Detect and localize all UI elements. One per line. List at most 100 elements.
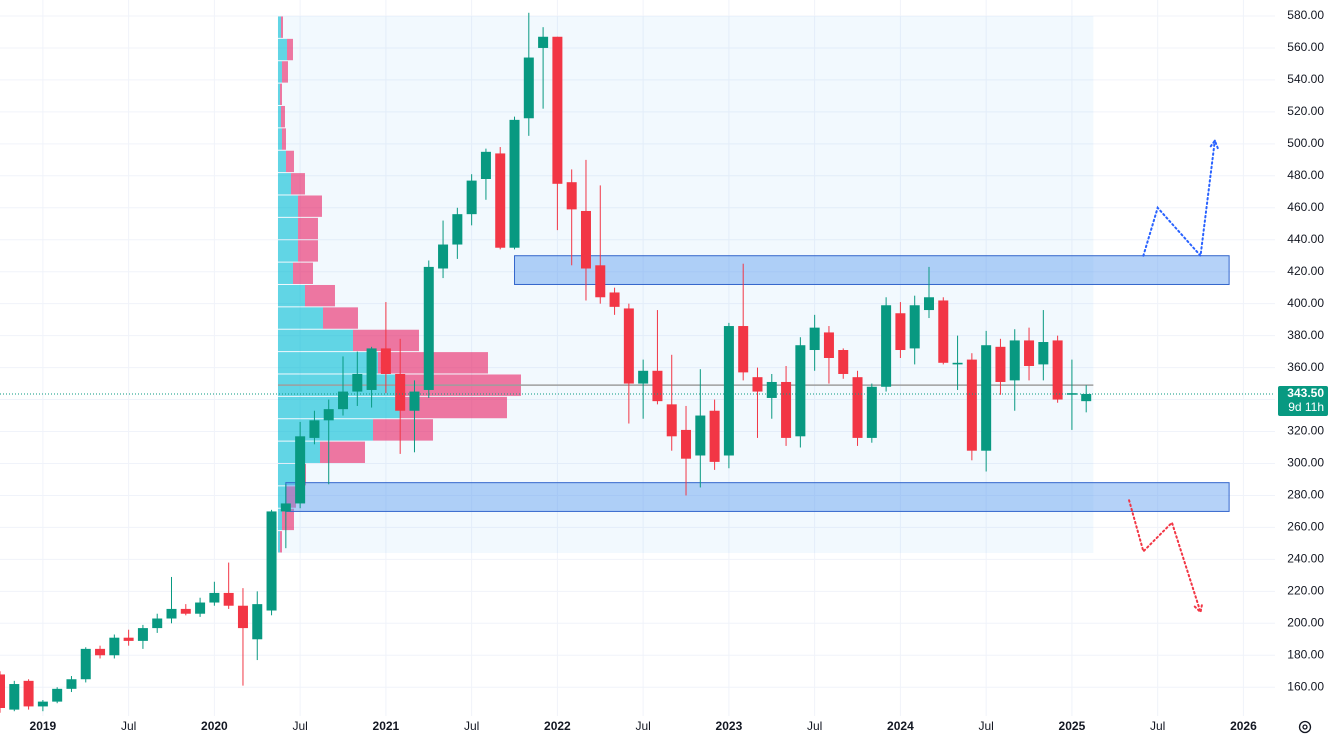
settings-icon[interactable]: [1298, 720, 1312, 734]
candle-body: [609, 292, 620, 307]
candle-body: [280, 503, 291, 512]
candle-body: [981, 345, 992, 451]
last-price-badge: [1278, 385, 1328, 416]
candle-body: [723, 326, 734, 456]
profile-up-bar: [277, 352, 378, 374]
profile-up-bar: [277, 105, 281, 128]
candle-body: [795, 345, 806, 437]
candle-body: [552, 36, 563, 184]
candle-body: [938, 300, 949, 363]
candle-body: [580, 210, 591, 269]
candle-body: [838, 350, 849, 374]
candle-body: [452, 214, 463, 245]
candle-body: [766, 381, 777, 398]
profile-up-bar: [277, 284, 305, 307]
y-tick-label: 200.00: [1287, 615, 1324, 629]
profile-down-bar: [281, 61, 288, 83]
profile-up-bar: [277, 486, 286, 508]
projection-path: [1128, 499, 1202, 614]
profile-down-bar: [280, 105, 285, 128]
profile-up-bar: [277, 307, 323, 329]
profile-up-bar: [277, 61, 282, 83]
candle-body: [681, 429, 692, 459]
profile-up-bar: [277, 150, 286, 173]
y-tick-label: 320.00: [1287, 424, 1324, 438]
candle-body: [366, 348, 377, 390]
grid: [0, 0, 1275, 716]
candle-body: [37, 701, 48, 707]
candle-body: [266, 511, 277, 611]
candle-body: [666, 404, 677, 437]
candle-body: [80, 648, 91, 680]
candle-body: [1009, 340, 1020, 381]
y-tick-label: 400.00: [1287, 296, 1324, 310]
y-tick-label: 380.00: [1287, 328, 1324, 342]
zone: [514, 255, 1230, 285]
candle-body: [923, 297, 934, 311]
profile-up-bar: [277, 508, 282, 531]
axes: 160.00 180.00 200.00 220.00 240.00 260.00 280.…: [30, 8, 1328, 733]
candle-body: [595, 265, 606, 298]
projection-arrowhead: [1209, 138, 1219, 150]
profile-up-bar: [277, 173, 291, 195]
x-tick-label: Jul: [807, 719, 822, 733]
zone: [285, 482, 1230, 512]
x-tick-label: Jul: [1150, 719, 1165, 733]
candle-body: [881, 305, 892, 387]
candle-body: [995, 346, 1006, 382]
y-tick-label: 180.00: [1287, 647, 1324, 661]
candle-body: [495, 153, 506, 248]
candle-body: [209, 592, 220, 603]
profile-down-bar: [399, 396, 507, 419]
y-tick-label: 540.00: [1287, 72, 1324, 86]
x-tick-label: 2025: [1059, 719, 1086, 733]
y-tick-label: 220.00: [1287, 584, 1324, 598]
x-tick-label: 2019: [30, 719, 57, 733]
candle-body: [809, 327, 820, 351]
candle-body: [480, 151, 491, 179]
candle-body: [638, 370, 649, 384]
profile-down-bar: [290, 173, 305, 195]
profile-down-bar: [319, 441, 365, 463]
profile-down-bar: [297, 195, 322, 217]
y-tick-label: 240.00: [1287, 552, 1324, 566]
profile-up-bar: [277, 128, 282, 150]
candle-body: [438, 244, 449, 269]
profile-up-bar: [277, 240, 298, 262]
candle-body: [152, 618, 163, 629]
profile-up-bar: [277, 16, 281, 38]
candle-body: [695, 415, 706, 456]
profile-up-bar: [277, 531, 280, 553]
y-tick-label: 500.00: [1287, 136, 1324, 150]
profile-down-bar: [292, 262, 313, 284]
candle-body: [752, 377, 763, 392]
candle-body: [0, 674, 6, 709]
candle-body: [395, 373, 406, 411]
profile-down-bar: [279, 531, 282, 553]
countdown-label: 9d 11h: [1288, 400, 1324, 414]
profile-down-bar: [304, 284, 335, 307]
y-tick-label: 580.00: [1287, 8, 1324, 22]
candle-body: [195, 602, 206, 614]
y-tick-label: 300.00: [1287, 456, 1324, 470]
profile-up-bar: [277, 195, 298, 217]
candle-body: [409, 391, 420, 411]
x-tick-label: 2024: [887, 719, 914, 733]
x-tick-label: Jul: [635, 719, 650, 733]
y-tick-label: 360.00: [1287, 360, 1324, 374]
x-tick-label: Jul: [292, 719, 307, 733]
candle-body: [166, 608, 177, 619]
candle-body: [466, 180, 477, 215]
profile-down-bar: [322, 307, 358, 329]
candle-body: [852, 377, 863, 438]
candle-body: [423, 266, 434, 390]
candle-body: [309, 420, 320, 438]
candle-body: [952, 362, 963, 365]
x-tick-label: 2026: [1230, 719, 1257, 733]
candle-body: [338, 391, 349, 410]
profile-down-bar: [281, 128, 286, 150]
candle-body: [909, 305, 920, 349]
profile-down-bar: [279, 83, 282, 105]
profile-up-bar: [277, 419, 373, 441]
